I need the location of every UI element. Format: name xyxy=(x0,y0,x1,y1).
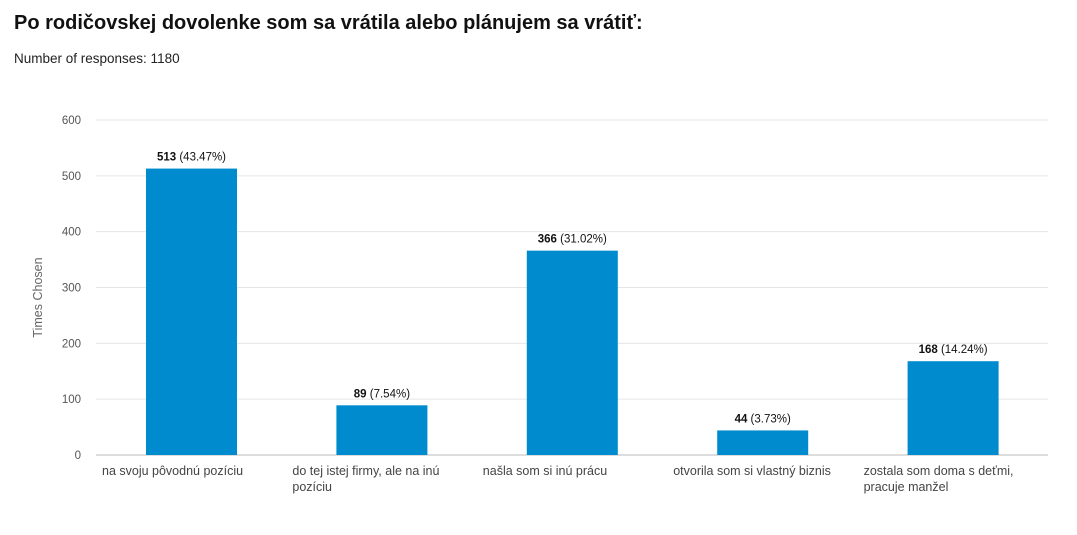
y-tick-label: 600 xyxy=(62,115,81,127)
data-label: 168 (14.24%) xyxy=(919,344,988,356)
y-tick-label: 100 xyxy=(62,394,81,406)
y-tick-label: 0 xyxy=(75,450,81,462)
response-count: Number of responses: 1180 xyxy=(14,51,180,66)
y-axis-title: Times Chosen xyxy=(31,257,45,337)
bar xyxy=(336,405,428,455)
category-label: pracuje manžel xyxy=(864,480,949,494)
category-label: pozíciu xyxy=(292,480,332,494)
bar xyxy=(526,250,618,455)
data-label: 89 (7.54%) xyxy=(354,388,410,400)
y-tick-label: 500 xyxy=(62,171,81,183)
y-tick-label: 200 xyxy=(62,338,81,350)
category-label: na svoju pôvodnú pozíciu xyxy=(102,464,243,478)
bar xyxy=(146,168,237,455)
category-label: našla som si inú prácu xyxy=(483,464,607,478)
chart-title: Po rodičovskej dovolenke som sa vrátila … xyxy=(14,12,643,34)
category-label: zostala som doma s deťmi, xyxy=(864,464,1014,478)
data-label: 44 (3.73%) xyxy=(735,413,791,425)
data-label: 366 (31.02%) xyxy=(538,234,607,246)
y-tick-label: 300 xyxy=(62,283,81,295)
data-label: 513 (43.47%) xyxy=(157,152,226,164)
bar xyxy=(717,430,809,455)
category-label: otvorila som si vlastný biznis xyxy=(673,464,831,478)
bar xyxy=(907,361,999,455)
category-label: do tej istej firmy, ale na inú xyxy=(292,464,439,478)
y-tick-label: 400 xyxy=(62,227,81,239)
